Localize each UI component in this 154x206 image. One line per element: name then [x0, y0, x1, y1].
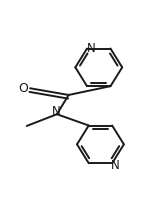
Text: N: N [52, 104, 61, 117]
Text: O: O [18, 82, 28, 95]
Text: N: N [87, 42, 96, 55]
Text: N: N [111, 159, 120, 172]
